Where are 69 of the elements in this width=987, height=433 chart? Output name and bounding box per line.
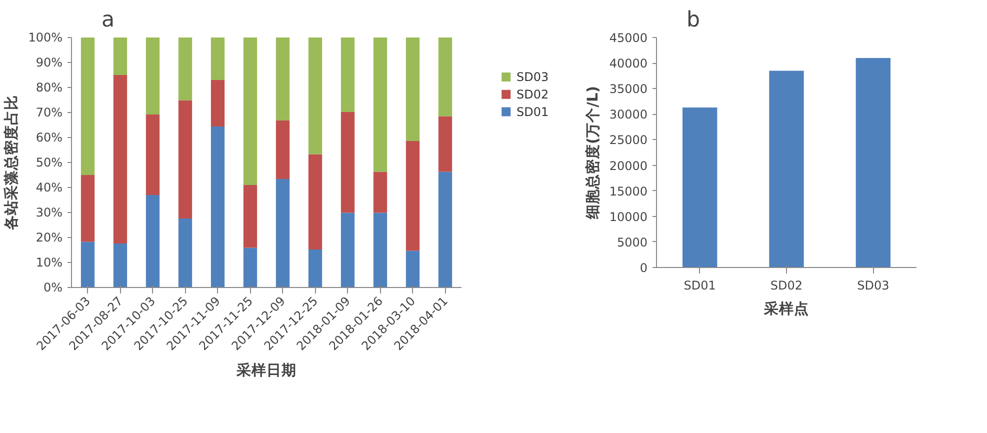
bar	[340, 38, 355, 112]
bar	[308, 250, 322, 288]
bar	[113, 38, 128, 75]
bar	[113, 244, 128, 288]
bar	[373, 212, 388, 288]
y-tick-label: 30000	[609, 108, 648, 122]
y-tick-label: 10000	[609, 210, 648, 224]
legend-label: SD02	[516, 87, 549, 102]
legend-label: SD01	[516, 104, 549, 119]
x-tick-label: SD02	[770, 278, 803, 292]
chart-title: b	[686, 8, 700, 32]
bar	[243, 38, 258, 185]
bar	[80, 175, 95, 242]
y-tick-label: 40000	[609, 56, 648, 71]
bar	[178, 100, 192, 218]
bar	[406, 250, 420, 288]
bar	[243, 185, 258, 248]
y-tick-label: 20000	[609, 158, 648, 173]
bar	[406, 38, 420, 141]
bar	[210, 38, 225, 80]
bar	[276, 38, 290, 120]
y-axis-title: 细胞总密度(万个/L)	[583, 86, 602, 220]
y-tick-label: 30%	[36, 206, 62, 220]
bar	[308, 38, 322, 154]
y-tick-label: 25000	[609, 133, 648, 148]
bar	[276, 120, 290, 179]
bar	[113, 75, 128, 244]
y-tick-label: 100%	[28, 30, 63, 44]
y-axis-title: 各站采藻总密度占比	[2, 95, 20, 231]
y-tick-label: 5000	[616, 235, 648, 250]
bar	[340, 212, 355, 288]
y-tick-label: 10%	[36, 256, 62, 270]
y-tick-label: 0	[640, 261, 648, 275]
chart-title: a	[102, 8, 115, 32]
y-tick-label: 35000	[609, 82, 648, 96]
y-tick-label: 0%	[43, 280, 63, 294]
bar	[80, 242, 95, 288]
bar	[146, 114, 160, 195]
bar	[178, 218, 192, 288]
y-tick-label: 90%	[36, 56, 62, 70]
y-tick-label: 80%	[36, 80, 62, 94]
bar	[340, 112, 355, 213]
bar	[210, 80, 225, 126]
bar	[438, 38, 452, 116]
x-tick-label: SD01	[684, 278, 716, 292]
y-tick-label: 15000	[609, 184, 648, 198]
bar	[146, 38, 160, 114]
y-tick-label: 20%	[36, 230, 62, 244]
bar	[308, 154, 322, 250]
bar	[406, 141, 420, 251]
legend-label: SD03	[516, 70, 549, 84]
y-tick-label: 40%	[36, 180, 62, 194]
bar	[178, 38, 192, 100]
y-tick-label: 50%	[36, 156, 62, 170]
y-tick-label: 45000	[609, 31, 648, 45]
bar	[243, 248, 258, 288]
y-tick-label: 60%	[36, 130, 62, 144]
x-axis-title: 采样日期	[236, 362, 296, 380]
bar	[80, 38, 95, 175]
x-tick-label: SD03	[857, 278, 890, 292]
bar	[373, 172, 388, 213]
y-tick-label: 70%	[36, 106, 62, 120]
bar	[438, 116, 452, 172]
bar	[210, 126, 225, 288]
bar	[438, 172, 452, 288]
bar	[146, 195, 160, 288]
x-axis-title: 采样点	[763, 300, 809, 318]
bar	[276, 179, 290, 288]
bar	[373, 38, 388, 172]
